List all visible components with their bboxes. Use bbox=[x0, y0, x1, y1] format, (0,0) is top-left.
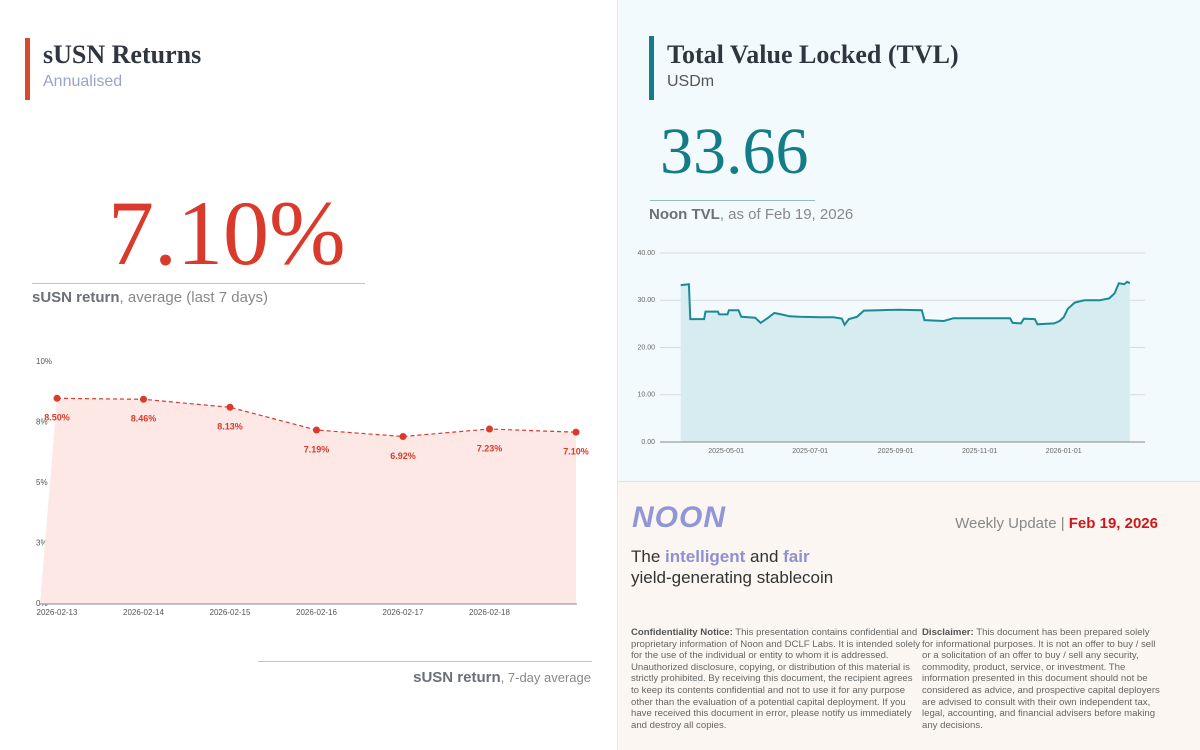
panel-subtitle: Annualised bbox=[43, 73, 123, 90]
tvl-chart: 2025-05-01 2025-07-01 2025-09-01 2025-11-01… bbox=[637, 250, 1145, 455]
notice-text: This presentation contains confidential … bbox=[631, 627, 921, 731]
tagline-text: and bbox=[745, 547, 784, 566]
accent-bar bbox=[25, 38, 30, 100]
tagline-text: The bbox=[631, 547, 666, 566]
y-tick-label: 3% bbox=[36, 539, 48, 548]
y-tick-label: 10% bbox=[36, 357, 52, 366]
value-label: 6.92% bbox=[390, 451, 416, 461]
x-tick-label: 2026-02-13 bbox=[37, 608, 78, 617]
headline-value: 7.10% bbox=[108, 182, 346, 284]
x-tick-label: 2025-07-01 bbox=[792, 448, 828, 455]
y-tick-label: 10.00 bbox=[637, 392, 655, 399]
marker bbox=[226, 403, 234, 411]
chart-caption: sUSN return, 7-day average bbox=[413, 669, 591, 686]
tagline: The intelligent and fair yield-generating… bbox=[631, 546, 833, 588]
x-tick-label: 2025-09-01 bbox=[878, 448, 914, 455]
disclaimer: Disclaimer: This document has been prepa… bbox=[922, 627, 1162, 731]
update-line: Weekly Update | Feb 19, 2026 bbox=[955, 515, 1158, 532]
line bbox=[680, 280, 1131, 327]
separator bbox=[650, 200, 815, 201]
returns-chart: 2026-02-13 2026-02-14 2026-02-15 2026-02-16… bbox=[36, 357, 589, 617]
x-tick-label: 2026-02-15 bbox=[210, 608, 251, 617]
marker bbox=[53, 394, 61, 402]
notice-label: Disclaimer: bbox=[922, 627, 974, 638]
value-label: 8.13% bbox=[217, 422, 243, 432]
panel-title: sUSN Returns bbox=[43, 40, 202, 69]
separator bbox=[32, 283, 365, 284]
y-tick-label: 8% bbox=[36, 418, 48, 427]
caption-bold: Noon TVL bbox=[649, 206, 720, 223]
headline-value: 33.66 bbox=[660, 115, 809, 188]
caption-text: , average (last 7 days) bbox=[119, 289, 268, 306]
marker bbox=[399, 433, 407, 441]
headline-caption: Noon TVL, as of Feb 19, 2026 bbox=[649, 206, 853, 223]
caption-bold: sUSN return bbox=[413, 669, 501, 686]
marker bbox=[572, 428, 580, 436]
caption-text: , 7-day average bbox=[500, 670, 591, 685]
y-tick-label: 0.00 bbox=[641, 439, 655, 446]
x-tick-label: 2025-11-01 bbox=[962, 448, 997, 455]
x-tick-label: 2026-02-16 bbox=[296, 608, 337, 617]
x-tick-label: 2026-02-18 bbox=[469, 608, 510, 617]
y-tick-label: 40.00 bbox=[637, 250, 655, 257]
notice-label: Confidentiality Notice: bbox=[631, 627, 733, 638]
y-tick-label: 20.00 bbox=[637, 344, 655, 351]
area bbox=[40, 398, 576, 604]
update-label: Weekly Update | bbox=[955, 515, 1069, 532]
tagline-emphasis: intelligent bbox=[665, 547, 746, 566]
marker bbox=[140, 395, 147, 403]
tagline-text: yield-generating stablecoin bbox=[631, 568, 834, 587]
tagline-emphasis: fair bbox=[783, 547, 810, 566]
value-label: 7.23% bbox=[477, 443, 503, 453]
footer-panel bbox=[617, 481, 1200, 750]
caption-bold: sUSN return bbox=[32, 289, 120, 306]
accent-bar bbox=[649, 36, 654, 100]
caption-text: , as of Feb 19, 2026 bbox=[719, 206, 854, 223]
value-label: 7.19% bbox=[304, 444, 330, 454]
x-tick-label: 2025-05-01 bbox=[708, 448, 744, 455]
marker bbox=[486, 425, 493, 433]
value-label: 8.46% bbox=[131, 414, 157, 424]
area bbox=[680, 281, 1130, 442]
panel-subtitle: USDm bbox=[667, 73, 715, 90]
panel-title: Total Value Locked (TVL) bbox=[667, 40, 959, 69]
y-tick-label: 5% bbox=[36, 478, 48, 487]
separator bbox=[258, 661, 592, 662]
x-tick-label: 2026-01-01 bbox=[1046, 448, 1082, 455]
marker bbox=[313, 426, 320, 434]
value-label: 8.50% bbox=[44, 413, 70, 423]
x-tick-label: 2026-02-17 bbox=[383, 608, 424, 617]
value-label: 7.10% bbox=[563, 447, 589, 457]
x-tick-label: 2026-02-14 bbox=[123, 608, 164, 617]
confidentiality-notice: Confidentiality Notice: This presentatio… bbox=[631, 627, 921, 731]
y-tick-label: 30.00 bbox=[637, 297, 655, 304]
notice-text: This document has been prepared solely f… bbox=[922, 627, 1160, 731]
logo: NOON bbox=[632, 501, 726, 534]
headline-caption: sUSN return, average (last 7 days) bbox=[32, 289, 268, 306]
update-date: Feb 19, 2026 bbox=[1068, 515, 1158, 532]
